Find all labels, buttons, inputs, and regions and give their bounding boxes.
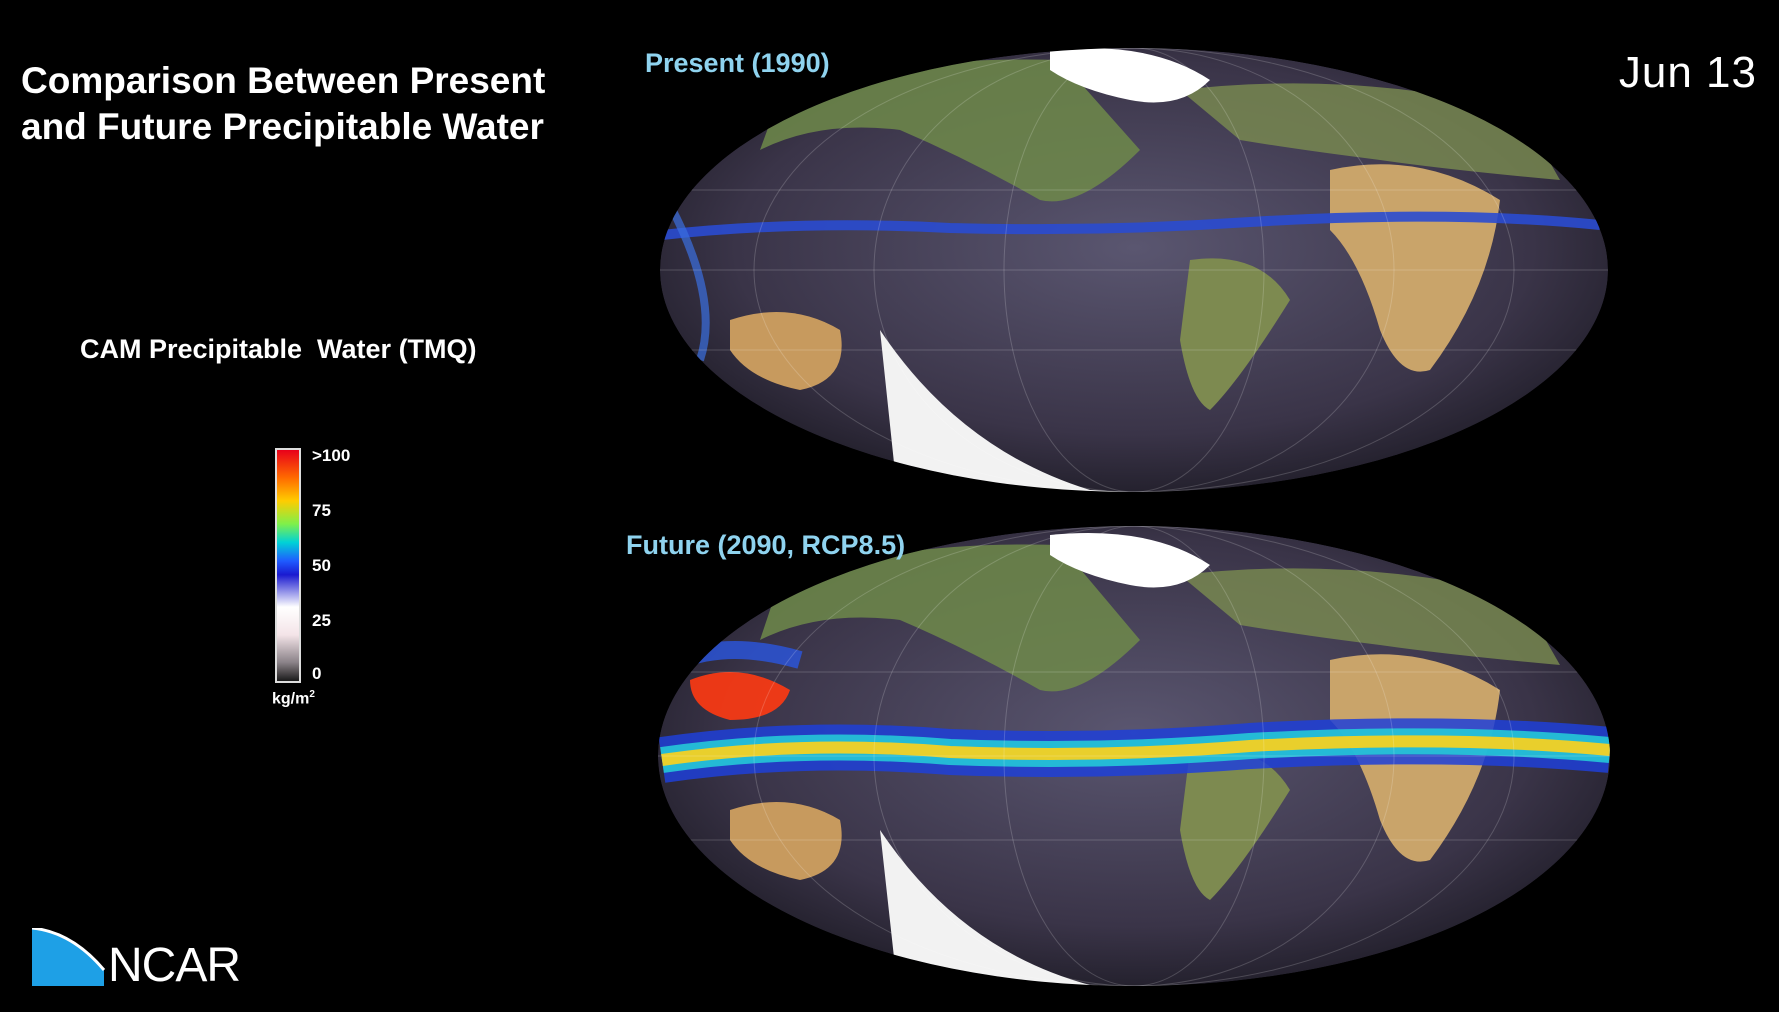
colorbar-tick: 75 bbox=[312, 501, 331, 520]
title-line-1: Comparison Between Present bbox=[21, 60, 546, 101]
legend-title: CAM Precipitable Water (TMQ) bbox=[80, 334, 477, 364]
colorbar bbox=[275, 448, 301, 683]
title-line-2: and Future Precipitable Water bbox=[21, 106, 544, 147]
present-map bbox=[660, 48, 1608, 492]
colorbar-tick: >100 bbox=[312, 446, 351, 465]
ncar-logo-icon bbox=[32, 928, 106, 986]
future-map-label: Future (2090, RCP8.5) bbox=[626, 530, 906, 560]
colorbar-tick: 50 bbox=[312, 556, 331, 575]
date-label: Jun 13 bbox=[1618, 48, 1757, 97]
present-map-label: Present (1990) bbox=[645, 48, 830, 78]
page-title: Comparison Between Present and Future Pr… bbox=[21, 58, 621, 150]
colorbar-tick: 25 bbox=[312, 611, 331, 630]
future-map bbox=[658, 526, 1610, 986]
colorbar-tick: 0 bbox=[312, 664, 322, 683]
logo-text: NCAR bbox=[108, 939, 241, 992]
colorbar-unit: kg/m2 bbox=[272, 689, 315, 708]
